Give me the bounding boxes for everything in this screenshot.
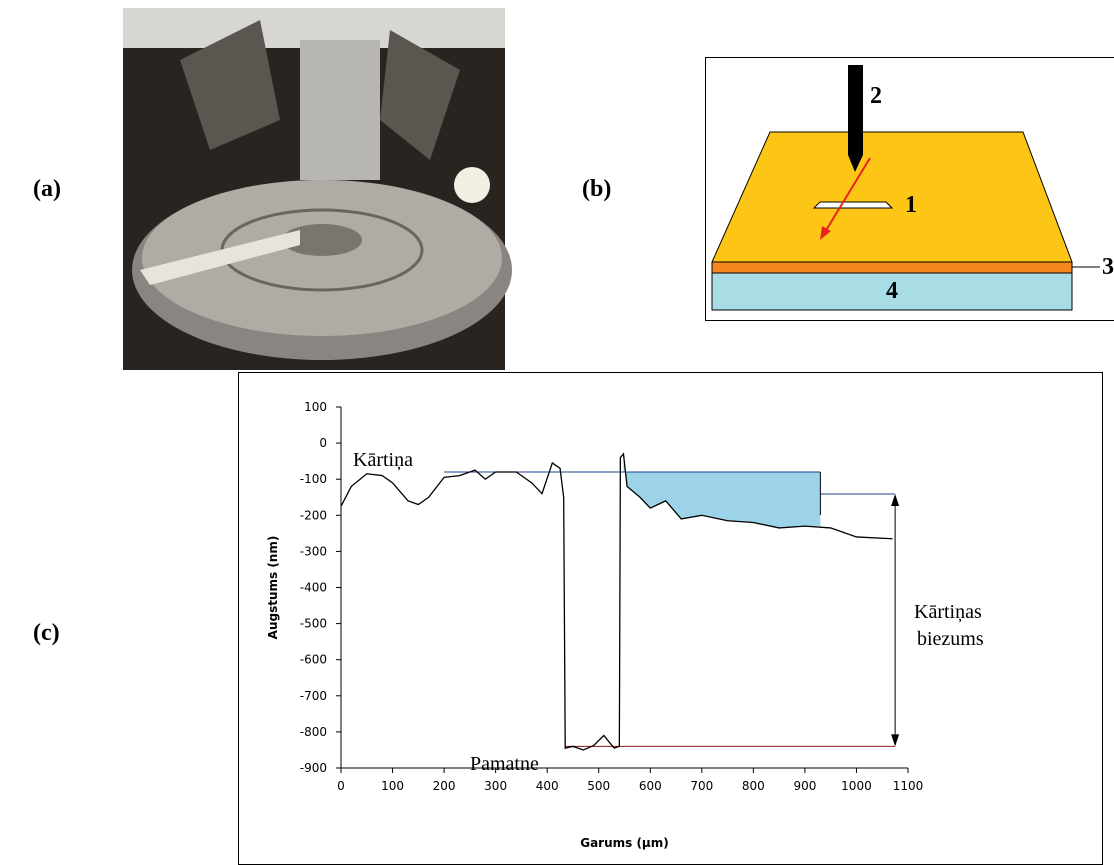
diagram-label: 1 [905,192,917,218]
y-axis-title: Augstums (nm) [266,536,280,640]
annotation: Kārtiņas [914,601,982,623]
x-tick-label: 800 [742,779,765,793]
panel-label: (a) [33,176,61,202]
diagram-label: 4 [886,278,898,304]
y-tick-label: 100 [304,400,327,414]
panel-label: (b) [582,176,611,202]
y-tick-label: -400 [300,581,327,595]
y-tick-label: -700 [300,689,327,703]
schematic [706,58,1114,321]
y-tick-label: -100 [300,472,327,486]
y-tick-label: -300 [300,544,327,558]
panel-label: (c) [33,620,60,646]
annotation: biezums [917,628,984,650]
x-tick-label: 900 [793,779,816,793]
x-axis-title: Garums (µm) [580,836,669,850]
y-tick-label: -500 [300,617,327,631]
x-tick-label: 700 [690,779,713,793]
x-tick-label: 400 [536,779,559,793]
diagram-label: 3 [1102,254,1114,280]
figure: (a) (b) (c) 2 1 3 4 -900 -800 -700 -600 -500… [0,0,1114,865]
x-tick-label: 600 [639,779,662,793]
x-tick-label: 300 [484,779,507,793]
y-tick-label: -200 [300,508,327,522]
annotation: Kārtiņa [353,449,413,471]
y-tick-label: -600 [300,653,327,667]
x-tick-label: 100 [381,779,404,793]
y-tick-label: 0 [319,436,327,450]
x-tick-label: 1000 [841,779,872,793]
diagram-label: 2 [870,83,882,109]
photo [123,8,512,370]
annotation: Pamatne [470,753,539,775]
y-tick-label: -800 [300,725,327,739]
x-tick-label: 500 [587,779,610,793]
x-tick-label: 200 [433,779,456,793]
y-tick-label: -900 [300,761,327,775]
x-tick-label: 0 [337,779,345,793]
x-tick-label: 1100 [893,779,924,793]
